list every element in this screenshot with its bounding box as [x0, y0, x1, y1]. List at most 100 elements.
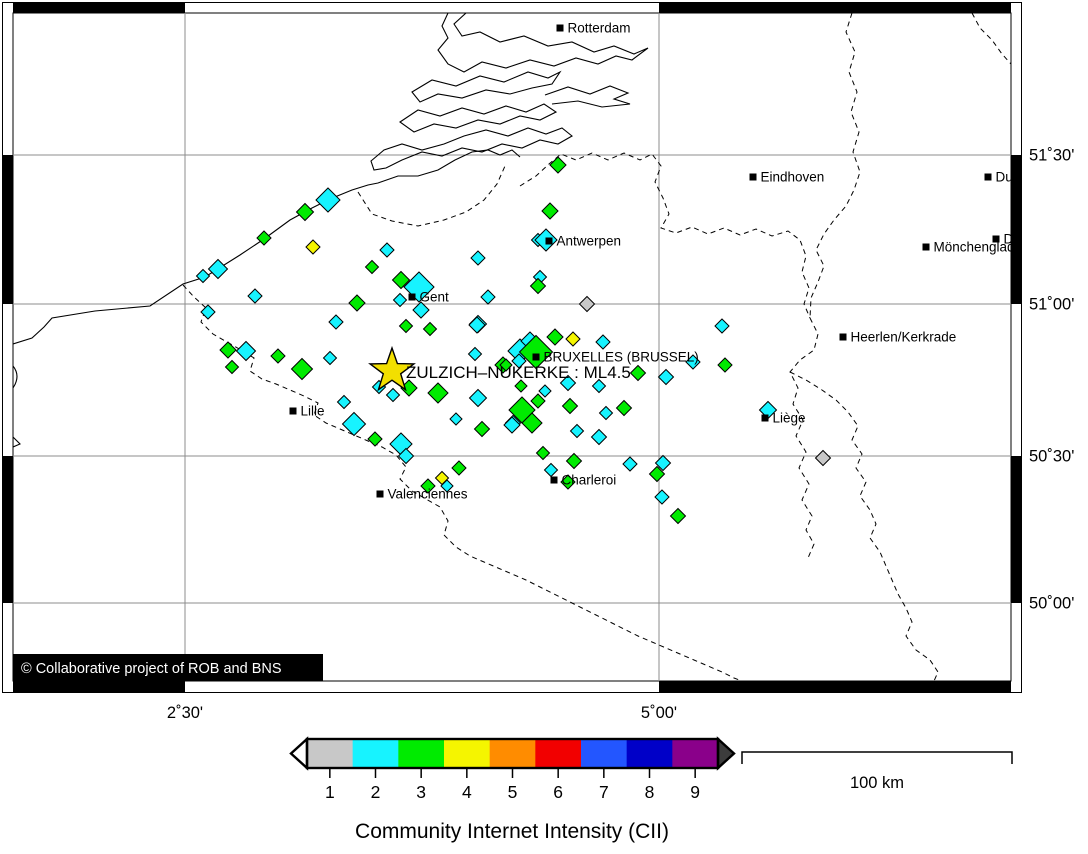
city-label: Lille	[301, 404, 325, 419]
border-de-lux-east	[789, 371, 939, 681]
frame-band-top	[659, 2, 1011, 13]
colorbar-cell	[398, 739, 445, 768]
intensity-marker	[235, 340, 257, 362]
city-square	[545, 237, 553, 245]
border-be-nl-east	[519, 152, 811, 319]
distance-scalebar: 100 km	[741, 751, 1013, 792]
intensity-marker	[598, 405, 614, 421]
intensity-marker	[379, 242, 395, 258]
longitude-label: 5˚00'	[641, 704, 677, 722]
epicenter-star-group	[368, 345, 416, 392]
intensity-marker	[391, 270, 411, 290]
latitude-label: 51˚00'	[1029, 296, 1074, 314]
intensity-marker	[256, 230, 272, 246]
frame-band-top	[13, 2, 185, 13]
intensity-marker	[341, 411, 367, 437]
intensity-marker	[511, 353, 527, 369]
colorbar-tick-label: 6	[553, 782, 563, 802]
frame-band-left	[2, 155, 13, 304]
city-label: Mönchengladb	[934, 240, 1023, 255]
frame-band-bottom	[13, 681, 185, 692]
intensity-marker	[591, 378, 607, 394]
intensity-marker	[473, 420, 491, 438]
intensity-marker	[427, 382, 449, 404]
city-label: Liège	[773, 411, 806, 426]
intensity-marker	[629, 364, 647, 382]
colorbar-tick-label: 2	[371, 782, 381, 802]
scalebar-label: 100 km	[850, 774, 904, 792]
intensity-marker	[422, 321, 438, 337]
intensity-marker	[499, 358, 513, 372]
city-square	[550, 476, 558, 484]
city-label: Eindhoven	[761, 170, 825, 185]
intensity-marker	[565, 452, 583, 470]
intensity-marker	[560, 474, 576, 490]
colorbar-tick-label: 4	[462, 782, 472, 802]
coastline-island-schouwen	[411, 70, 562, 103]
intensity-marker	[247, 288, 263, 304]
city-square	[839, 333, 847, 341]
border-fr-be	[182, 284, 743, 681]
colorbar-cell	[535, 739, 582, 768]
intensity-marker	[468, 388, 488, 408]
intensity-marker	[467, 346, 483, 362]
intensity-marker	[468, 316, 486, 334]
city-label: Du	[996, 170, 1013, 185]
scalebar-line	[741, 751, 1013, 764]
longitude-label: 2˚30'	[167, 704, 203, 722]
coastline-waterway	[544, 85, 631, 108]
intensity-marker	[398, 318, 414, 334]
colorbar-cell	[489, 739, 536, 768]
intensity-marker	[657, 368, 675, 386]
intensity-marker	[348, 294, 366, 312]
intensity-marker	[270, 348, 286, 364]
city-label: Rotterdam	[568, 21, 631, 36]
city-label: Valenciennes	[388, 487, 468, 502]
frame-band-right	[1011, 155, 1022, 304]
intensity-marker	[440, 479, 454, 493]
cii-colorbar: 1 2 3 4 5 6 7 8 9	[289, 736, 736, 802]
intensity-marker	[561, 397, 579, 415]
intensity-marker	[590, 428, 608, 446]
colorbar-cell	[672, 739, 719, 768]
intensity-marker	[714, 318, 730, 334]
latitude-label: 50˚00'	[1029, 595, 1074, 613]
intensity-marker	[541, 202, 559, 220]
intensity-markers	[195, 156, 832, 525]
intensity-marker	[480, 289, 496, 305]
intensity-marker	[595, 334, 611, 350]
intensity-marker	[529, 277, 547, 295]
intensity-marker	[290, 357, 314, 381]
intensity-marker	[322, 350, 338, 366]
intensity-marker	[648, 465, 666, 483]
colorbar-cell	[307, 739, 354, 768]
intensity-marker	[565, 331, 581, 347]
intensity-marker	[195, 268, 211, 284]
intensity-marker	[559, 374, 577, 392]
intensity-marker	[717, 357, 733, 373]
latitude-label: 50˚30'	[1029, 448, 1074, 466]
intensity-marker	[219, 341, 237, 359]
colorbar-arrow-above	[716, 736, 736, 771]
city-square	[922, 243, 930, 251]
intensity-marker	[224, 359, 240, 375]
epicenter-label: ZULZICH–NUKERKE : ML4.5	[406, 363, 631, 382]
city-label: BRUXELLES (BRUSSEL)	[544, 350, 699, 365]
intensity-marker	[521, 412, 543, 434]
border-be-de-lux-west	[789, 317, 819, 559]
intensity-marker	[654, 454, 672, 472]
axis-labels: 51˚30' 51˚00' 50˚30' 50˚00' 2˚30' 5˚00'	[167, 147, 1074, 723]
intensity-marker	[200, 304, 216, 320]
intensity-marker	[451, 460, 467, 476]
city-square	[749, 173, 757, 181]
city-square	[992, 235, 1000, 243]
intensity-marker	[328, 314, 344, 330]
colorbar-arrow-below	[289, 736, 309, 771]
graticule-grid	[13, 13, 1011, 681]
intensity-marker	[207, 258, 229, 280]
frame-band-right	[1011, 456, 1022, 603]
intensity-marker	[397, 447, 415, 465]
city-label: Charleroi	[562, 473, 617, 488]
